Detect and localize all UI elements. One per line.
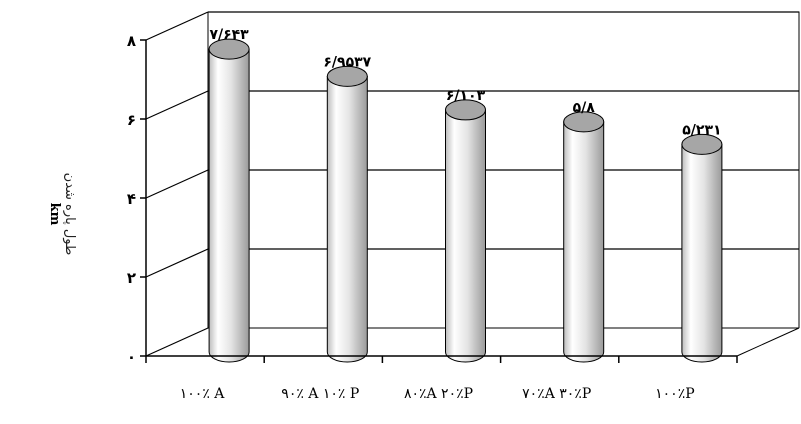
x-tick-label: ۷۰٪A ۳۰٪P: [522, 386, 591, 402]
gridline-depth: [145, 90, 209, 120]
y-tick-label: ۰: [127, 348, 136, 366]
bar-top: [681, 133, 723, 155]
floor-border: [208, 327, 800, 357]
bar-body: [681, 143, 723, 363]
gridline-depth: [145, 169, 209, 199]
y-axis-title: طول پاره شدن km: [47, 173, 77, 256]
bar-body: [445, 109, 486, 363]
gridlines: [145, 11, 799, 357]
data-label: ۶/۱۰۳: [446, 88, 486, 104]
x-tick-label: ۱۰۰٪ A: [180, 386, 226, 402]
bar-body: [563, 121, 605, 363]
bar-top: [208, 38, 250, 60]
y-axis-unit: km: [47, 203, 62, 226]
y-tick-label: ۶: [127, 111, 136, 129]
labels: ۷/۶۴۳ ۶/۹۵۳۷ ۶/۱۰۳ ۵/۸ ۵/۲۳۱ ۰ ۲ ۴ ۶ ۸ ۱۰۰٪ A ۹۰٪ A…: [127, 27, 722, 402]
bar-body: [326, 75, 368, 363]
data-label: ۷/۶۴۳: [209, 27, 249, 43]
bar-top: [563, 111, 605, 133]
bar-top: [326, 65, 368, 87]
axes: [140, 39, 738, 363]
x-tick-label: ۹۰٪ A ۱۰٪ P: [281, 386, 359, 402]
data-label: ۶/۹۵۳۷: [323, 54, 371, 70]
data-label: ۵/۲۳۱: [682, 122, 721, 138]
bar: [563, 111, 605, 363]
y-tick-label: ۸: [127, 32, 136, 50]
y-tick-label: ۴: [127, 190, 136, 208]
bar: [326, 65, 368, 363]
gridline-depth: [145, 11, 209, 41]
data-label: ۵/۸: [573, 100, 596, 116]
y-axis-label: طول پاره شدن: [62, 173, 77, 256]
bar-body: [208, 48, 250, 363]
y-tick-label: ۲: [127, 269, 136, 287]
bar: [208, 38, 250, 363]
gridline-depth: [145, 248, 209, 278]
bars: [208, 38, 723, 363]
bar: [681, 133, 723, 363]
bar: [445, 99, 486, 363]
x-tick-label: ۱۰۰٪P: [655, 386, 695, 402]
bar-top: [445, 99, 486, 121]
x-tick-label: ۸۰٪A ۲۰٪P: [404, 386, 473, 402]
floor-left-edge: [145, 327, 209, 357]
